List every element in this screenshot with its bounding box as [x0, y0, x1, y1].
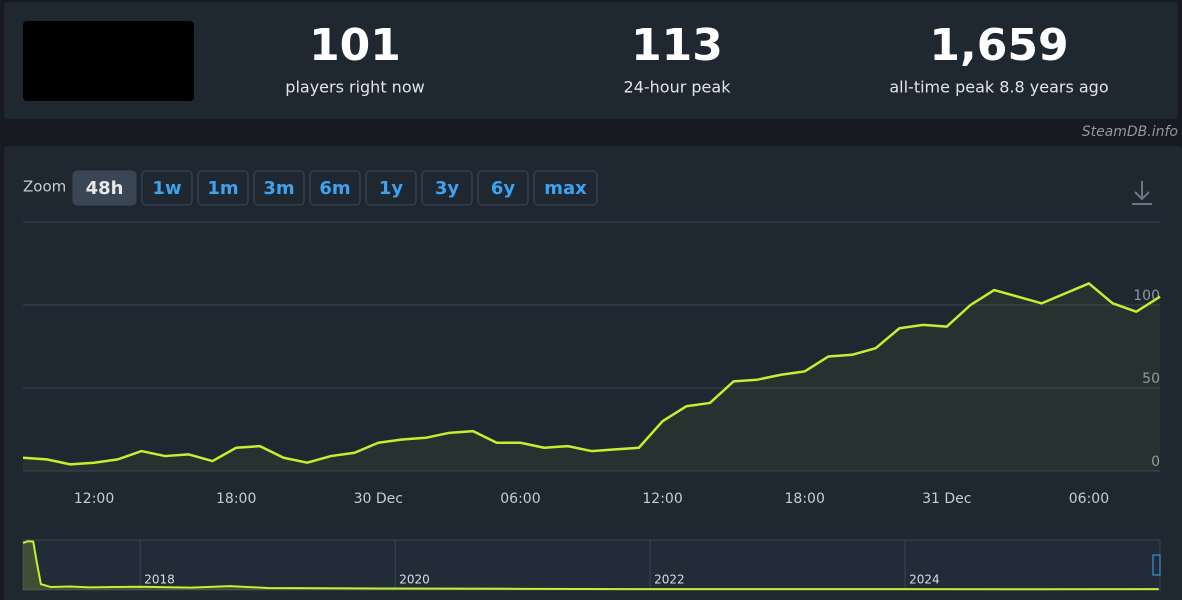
zoom-button[interactable]: 48h	[72, 170, 137, 206]
x-tick-label: 06:00	[500, 491, 540, 507]
area	[23, 283, 1160, 471]
chart-panel	[4, 146, 1182, 600]
x-tick-label: 18:00	[785, 491, 825, 507]
x-tick-label: 12:00	[74, 491, 114, 507]
zoom-button-bg	[365, 170, 417, 206]
redacted-logo	[23, 21, 194, 101]
x-tick-label: 31 Dec	[922, 491, 971, 507]
stat-value: 1,659	[929, 20, 1068, 71]
line	[22, 282, 1161, 466]
navigator-handle[interactable]	[1152, 554, 1161, 576]
navigator	[22, 539, 1161, 591]
zoom-button-label: 1w	[152, 178, 181, 199]
zoom-button[interactable]: 6y	[477, 170, 529, 206]
stat-label: all-time peak 8.8 years ago	[889, 78, 1108, 97]
zoom-button[interactable]: 3m	[253, 170, 305, 206]
stat-value: 101	[309, 20, 401, 71]
x-tick-label: 2020	[399, 573, 430, 587]
line	[22, 540, 1159, 591]
zoom-button-label: 6m	[319, 178, 350, 199]
zoom-button-bg	[309, 170, 361, 206]
zoom-button-label: 3y	[435, 178, 460, 199]
zoom-button-bg	[253, 170, 305, 206]
zoom-button-label: 1y	[379, 178, 404, 199]
x-tick-label: 06:00	[1069, 491, 1109, 507]
x-tick-label: 18:00	[216, 491, 256, 507]
stats-panel	[4, 2, 1178, 119]
zoom-button-label: 6y	[491, 178, 516, 199]
zoom-button-bg	[533, 170, 598, 206]
stat-label: 24-hour peak	[624, 78, 732, 97]
x-tick-label: 2024	[909, 573, 940, 587]
credit: SteamDB.info	[1082, 124, 1178, 140]
x-tick-label: 2018	[144, 573, 175, 587]
zoom-button[interactable]: 6m	[309, 170, 361, 206]
zoom-button[interactable]: 1y	[365, 170, 417, 206]
zoom-button-label: 3m	[263, 178, 294, 199]
zoom-button-bg	[141, 170, 193, 206]
zoom-button[interactable]: max	[533, 170, 598, 206]
zoom-button-label: 48h	[86, 178, 124, 199]
zoom-button[interactable]: 1m	[197, 170, 249, 206]
zoom-button[interactable]: 3y	[421, 170, 473, 206]
download-glyph	[1132, 181, 1152, 205]
stat-label: players right now	[285, 78, 424, 97]
x-tick-label: 2022	[654, 573, 685, 587]
download-icon[interactable]	[1132, 181, 1152, 205]
zoom-button-bg	[421, 170, 473, 206]
zoom-button-bg	[197, 170, 249, 206]
x-tick-label: 30 Dec	[354, 491, 403, 507]
zoom-button-label: 1m	[207, 178, 238, 199]
y-tick-label: 50	[1142, 371, 1160, 387]
zoom-button[interactable]: 1w	[141, 170, 193, 206]
zoom-button-bg	[477, 170, 529, 206]
y-tick-label: 0	[1151, 454, 1160, 470]
zoom-label: Zoom	[23, 178, 66, 196]
zoom-button-bg	[72, 170, 137, 206]
stat-value: 113	[631, 20, 723, 71]
zoom-button-label: max	[544, 178, 587, 199]
x-tick-label: 12:00	[642, 491, 682, 507]
